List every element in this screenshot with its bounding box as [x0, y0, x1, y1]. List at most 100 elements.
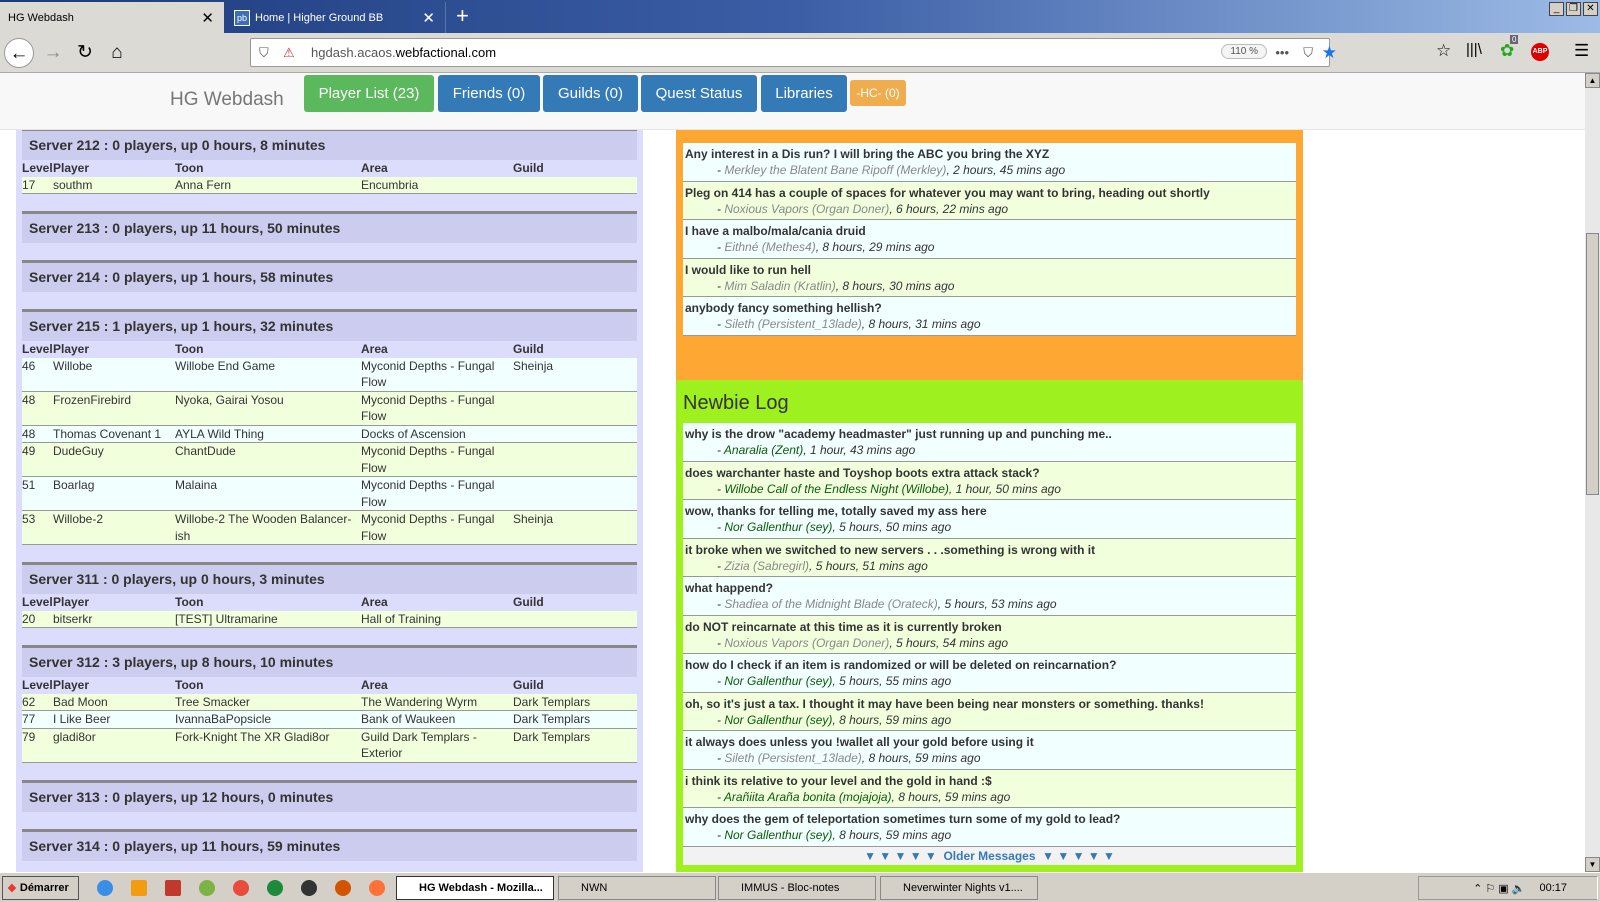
author-name[interactable]: Merkley the Blatent Bane Ripoff (Merkley… [724, 163, 947, 177]
player-row[interactable]: 49 DudeGuy ChantDude Myconid Depths - Funga… [22, 443, 637, 477]
app-icon[interactable] [335, 880, 351, 896]
menu-icon[interactable]: ☰ [1574, 41, 1590, 60]
column-header-toon: Toon [175, 161, 204, 175]
bookmarks-icon[interactable]: ☆ [1436, 41, 1452, 60]
column-header-level: Level [22, 678, 53, 692]
player-row[interactable]: 48 Thomas Covenant 1 AYLA Wild Thing Docks … [22, 425, 637, 443]
nav-player-list-[interactable]: Player List (23) [304, 75, 434, 112]
author-name[interactable]: Shadiea of the Midnight Blade (Orateck) [724, 597, 938, 611]
cell-guild [513, 443, 637, 476]
author-name[interactable]: Arañiita Araña bonita (mojajoja) [723, 789, 892, 804]
column-headers: Level Player Toon Area Guild [22, 677, 637, 694]
player-row[interactable]: 62 Bad Moon Tree Smacker The Wandering Wyrm… [22, 693, 637, 711]
windows-logo-icon: ❖ [7, 882, 17, 895]
author-name[interactable]: Sileth (Persistent_13lade) [724, 751, 862, 765]
cell-player: I Like Beer [53, 712, 111, 726]
player-row[interactable]: 17 southm Anna Fern Encumbria [22, 176, 637, 194]
bookmark-star-icon[interactable]: ★ [1321, 42, 1337, 62]
player-row[interactable]: 51 Boarlag Malaina Myconid Depths - Fungal … [22, 477, 637, 511]
tab-label: Home | Higher Ground BB [255, 11, 384, 24]
reload-button[interactable]: ↻ [77, 42, 93, 63]
taskbar-task[interactable]: HG Webdash - Mozilla... [396, 876, 554, 900]
chrome-icon[interactable] [233, 880, 249, 896]
extension-icon[interactable]: ✿ 0 [1500, 35, 1519, 60]
player-row[interactable]: 77 I Like Beer IvannaBaPopsicle Bank of Wau… [22, 711, 637, 729]
player-row[interactable]: 46 Willobe Willobe End Game Myconid Depths … [22, 357, 637, 392]
older-messages-link[interactable]: ▼ ▼ ▼ ▼ ▼ Older Messages ▼ ▼ ▼ ▼ ▼ [683, 846, 1296, 865]
player-row[interactable]: 53 Willobe-2 Willobe-2 The Wooden Balancer… [22, 511, 637, 545]
taskbar-task[interactable]: Neverwinter Nights v1.... [880, 876, 1038, 900]
author-name[interactable]: Mim Saladin (Kratlin) [724, 278, 836, 293]
clock: 00:17 [1539, 882, 1567, 894]
author-name[interactable]: Zizia (Sabregirl) [724, 558, 810, 573]
browser-toolbar: ← → ↻ ⌂ ⛉ ⚠ hgdash.acaos. webfactional.co… [0, 33, 1600, 73]
author-name[interactable]: Nor Gallenthur (sey) [724, 674, 833, 688]
close-tab-icon[interactable]: ✕ [422, 9, 435, 27]
scroll-up-arrow[interactable]: ▲ [1585, 73, 1600, 88]
nav-guilds-[interactable]: Guilds (0) [543, 75, 638, 112]
author-name[interactable]: Noxious Vapors (Organ Doner) [724, 201, 890, 216]
cell-level: 20 [22, 611, 36, 626]
media-player-icon[interactable] [131, 880, 147, 896]
player-row[interactable]: 79 gladi8or Fork-Knight The XR Gladi8or Gui… [22, 728, 637, 763]
close-window-button[interactable]: ✕ [1583, 2, 1598, 16]
author-name[interactable]: Noxious Vapors (Organ Doner) [724, 635, 890, 650]
zoom-level[interactable]: 110 % [1221, 44, 1267, 59]
log-message: why is the drow "academy headmaster" jus… [683, 423, 1296, 462]
message-text: why does the gem of teleportation someti… [685, 812, 1121, 826]
author-name[interactable]: Eithné (Methes4) [724, 240, 816, 254]
column-header-guild: Guild [513, 161, 544, 175]
tab-hg-webdash[interactable]: HG Webdash ✕ [0, 2, 224, 33]
author-name[interactable]: Willobe Call of the Endless Night (Willo… [724, 481, 949, 496]
player-row[interactable]: 20 bitserkr [TEST] Ultramarine Hall of Trai… [22, 610, 637, 628]
ie-icon[interactable] [97, 880, 113, 896]
home-button[interactable]: ⌂ [111, 42, 123, 63]
insecure-lock-icon[interactable]: ⚠ [283, 44, 295, 60]
adblock-icon[interactable]: ABP [1531, 43, 1549, 61]
close-tab-icon[interactable]: ✕ [201, 9, 214, 27]
minimize-button[interactable]: _ [1549, 2, 1564, 16]
users-icon[interactable] [199, 880, 215, 896]
utorrent-icon[interactable] [267, 880, 283, 896]
restore-button[interactable]: ❐ [1566, 2, 1581, 16]
taskbar-task[interactable]: NWN [558, 876, 716, 900]
forward-button[interactable]: → [43, 42, 63, 63]
taskbar-task[interactable]: IMMUS - Bloc-notes [718, 876, 876, 900]
column-header-area: Area [361, 595, 388, 609]
app-icon[interactable] [165, 880, 181, 896]
message-meta: - Zizia (Sabregirl), 5 hours, 51 mins ag… [717, 558, 928, 573]
player-row[interactable]: 48 FrozenFirebird Nyoka, Gairai Yosou Mycon… [22, 391, 637, 426]
nav-friends-[interactable]: Friends (0) [438, 75, 540, 112]
column-header-player: Player [53, 161, 90, 175]
pocket-icon[interactable]: ⛉ [1303, 44, 1313, 60]
cell-level: 48 [22, 426, 36, 441]
cell-guild [513, 611, 637, 628]
tab-higher-ground-bb[interactable]: pb Home | Higher Ground BB ✕ [226, 2, 446, 33]
nav-quest-status[interactable]: Quest Status [641, 75, 757, 112]
vertical-scrollbar[interactable]: ▲ ▼ [1585, 73, 1600, 872]
back-button[interactable]: ← [4, 38, 34, 68]
page-header: HG Webdash Player List (23) Friends (0) Gu… [0, 73, 1585, 130]
start-button[interactable]: ❖ Démarrer [2, 876, 79, 900]
scrollbar-thumb[interactable] [1586, 233, 1599, 495]
author-name[interactable]: Nor Gallenthur (sey) [724, 712, 833, 727]
author-name[interactable]: Sileth (Persistent_13lade) [724, 317, 862, 331]
author-name[interactable]: Anaralia (Zent) [723, 443, 804, 457]
column-header-player: Player [53, 678, 90, 692]
firefox-icon[interactable] [369, 880, 385, 896]
tray-icons[interactable]: ⌃ ⚐ ▣ 🔈 [1473, 882, 1526, 895]
column-header-area: Area [361, 678, 388, 692]
message-time: 8 hours, 59 mins ago [839, 712, 952, 727]
new-tab-button[interactable]: + [456, 3, 469, 28]
nav-libraries[interactable]: Libraries [761, 75, 847, 112]
url-bar[interactable]: ⛉ ⚠ hgdash.acaos. webfactional.com 110 % … [250, 38, 1337, 67]
library-icon[interactable]: |||\ [1466, 41, 1482, 58]
game-icon[interactable] [301, 880, 317, 896]
shield-icon[interactable]: ⛉ [259, 44, 269, 60]
cell-guild: Dark Templars [513, 712, 591, 726]
more-actions-icon[interactable]: ••• [1275, 45, 1289, 60]
scroll-down-arrow[interactable]: ▼ [1585, 857, 1600, 872]
author-name[interactable]: Nor Gallenthur (sey) [724, 828, 833, 842]
author-name[interactable]: Nor Gallenthur (sey) [724, 520, 833, 534]
nav--hc-[interactable]: -HC- (0) [850, 80, 906, 106]
